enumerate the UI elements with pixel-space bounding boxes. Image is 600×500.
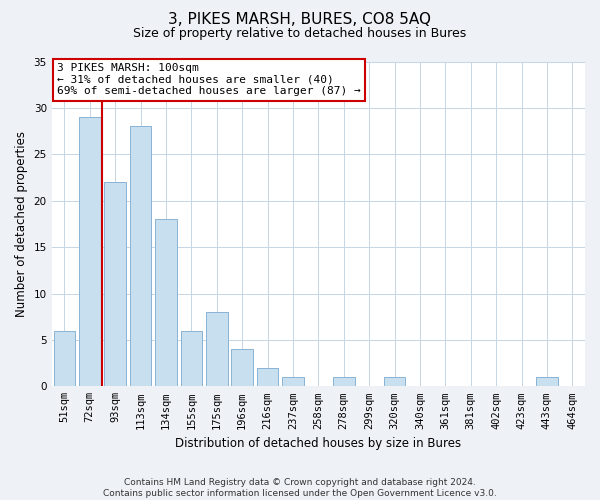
X-axis label: Distribution of detached houses by size in Bures: Distribution of detached houses by size … [175, 437, 461, 450]
Bar [53, 330, 75, 386]
Text: 3 PIKES MARSH: 100sqm
← 31% of detached houses are smaller (40)
69% of semi-deta: 3 PIKES MARSH: 100sqm ← 31% of detached … [57, 63, 361, 96]
Bar [282, 377, 304, 386]
Bar [536, 377, 557, 386]
Bar [384, 377, 406, 386]
Bar [333, 377, 355, 386]
Y-axis label: Number of detached properties: Number of detached properties [15, 131, 28, 317]
Bar [257, 368, 278, 386]
Bar [181, 330, 202, 386]
Bar [130, 126, 151, 386]
Text: Contains HM Land Registry data © Crown copyright and database right 2024.
Contai: Contains HM Land Registry data © Crown c… [103, 478, 497, 498]
Bar [155, 220, 177, 386]
Bar [206, 312, 227, 386]
Bar [104, 182, 126, 386]
Text: 3, PIKES MARSH, BURES, CO8 5AQ: 3, PIKES MARSH, BURES, CO8 5AQ [169, 12, 431, 28]
Bar [232, 349, 253, 387]
Bar [79, 117, 101, 386]
Text: Size of property relative to detached houses in Bures: Size of property relative to detached ho… [133, 28, 467, 40]
